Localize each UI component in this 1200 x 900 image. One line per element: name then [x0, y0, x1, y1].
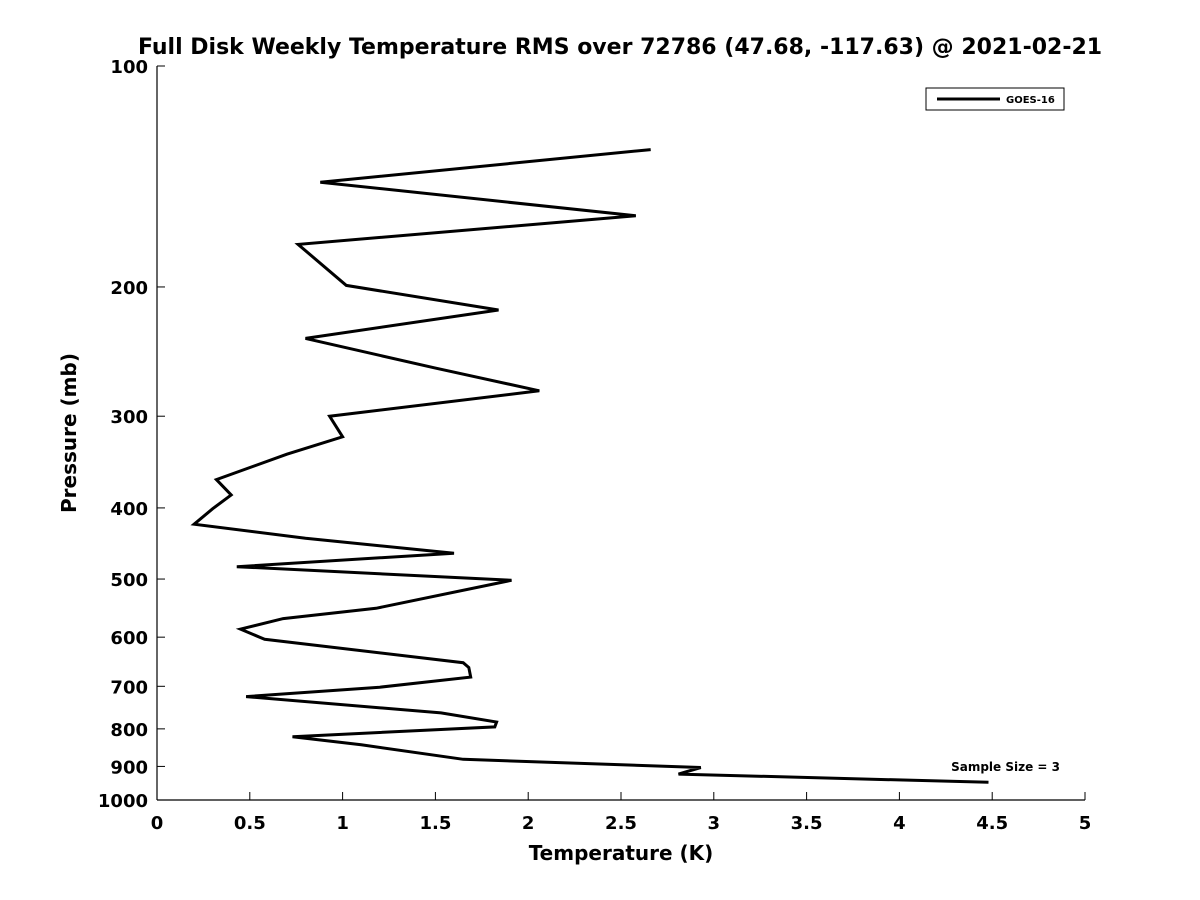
- y-tick-label: 700: [110, 677, 148, 698]
- y-tick-label: 800: [110, 720, 148, 741]
- sample-size-annotation: Sample Size = 3: [951, 760, 1060, 774]
- y-tick-label: 400: [110, 499, 148, 520]
- x-tick-label: 4: [893, 813, 906, 834]
- x-tick-label: 3: [708, 813, 721, 834]
- x-axis-ticks: 0 0.5 1 1.5 2 2.5 3 3.5 4 4.5 5: [151, 792, 1092, 834]
- y-tick-label: 200: [110, 278, 148, 299]
- x-tick-label: 0.5: [234, 813, 266, 834]
- x-tick-label: 0: [151, 813, 164, 834]
- x-axis-label: Temperature (K): [529, 841, 714, 865]
- x-tick-label: 3.5: [791, 813, 823, 834]
- chart-title: Full Disk Weekly Temperature RMS over 72…: [138, 35, 1102, 60]
- x-tick-label: 4.5: [976, 813, 1008, 834]
- y-tick-label: 1000: [98, 791, 148, 812]
- y-tick-label: 100: [110, 57, 148, 78]
- x-tick-label: 1.5: [419, 813, 451, 834]
- x-tick-label: 5: [1079, 813, 1092, 834]
- series-line-goes-16: [190, 148, 989, 784]
- y-tick-label: 500: [110, 570, 148, 591]
- x-tick-label: 2: [522, 813, 535, 834]
- series-group: [190, 148, 989, 784]
- x-tick-label: 1: [336, 813, 349, 834]
- x-tick-label: 2.5: [605, 813, 637, 834]
- legend-label: GOES-16: [1006, 95, 1055, 106]
- y-axis-ticks: 100 200 300 400 500 600 700 800 900 1000: [98, 57, 165, 812]
- legend: GOES-16: [925, 87, 1065, 111]
- y-tick-label: 300: [110, 407, 148, 428]
- y-tick-label: 900: [110, 757, 148, 778]
- y-axis-label: Pressure (mb): [57, 353, 81, 513]
- y-tick-label: 600: [110, 628, 148, 649]
- plot-area: [156, 66, 1085, 801]
